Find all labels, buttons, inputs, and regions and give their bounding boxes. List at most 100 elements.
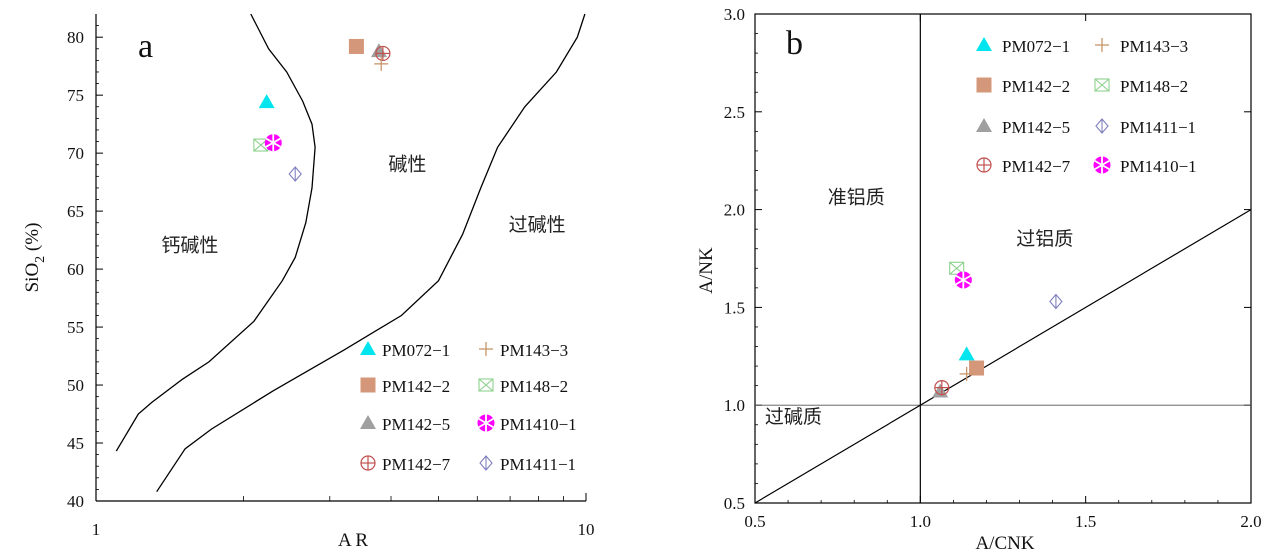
- y-axis-label-subscript: 2: [33, 256, 48, 263]
- legend-label: PM148−2: [500, 377, 568, 396]
- marker-shape: [976, 77, 992, 93]
- legend-marker-pm1410-1: [477, 414, 495, 432]
- marker-shape: [976, 118, 992, 132]
- data-point-pm1411-1: [1049, 293, 1063, 310]
- legend-label: PM1411−1: [1120, 118, 1196, 137]
- x-tick-label: 10: [578, 520, 595, 539]
- data-point-pm1411-1: [288, 166, 302, 182]
- y-tick-label: 2.0: [724, 201, 745, 220]
- legend-label: PM143−3: [500, 341, 568, 360]
- region-label: 过铝质: [1016, 228, 1073, 250]
- marker-shape: [976, 37, 992, 51]
- legend-marker-pm148-2: [478, 378, 494, 392]
- chart-panel-b: 0.5 1.0 1.5 2.0 2.5 3.0 0.5 1.0 1.5 2.0 A/CNK A/NK b…: [696, 5, 1262, 552]
- marker-shape: [478, 378, 494, 392]
- legend-marker-pm072-1: [976, 37, 992, 51]
- legend-marker-pm1411-1: [479, 455, 493, 471]
- legend-label: PM143−3: [1120, 37, 1188, 56]
- y-tick-label: 55: [67, 318, 84, 337]
- boundary-curve-1: [115, 13, 316, 452]
- marker-shape: [484, 421, 488, 425]
- data-point-pm143-3: [374, 56, 389, 71]
- legend-label: PM072−1: [382, 341, 450, 360]
- marker-shape: [969, 360, 985, 376]
- y-axis-label-unit: (%): [22, 223, 43, 256]
- x-tick-label: 1.0: [910, 512, 931, 531]
- y-tick-label: 50: [67, 376, 84, 395]
- boundary-line-segment: [754, 209, 1252, 504]
- y-axis-label: SiO2 (%): [22, 223, 48, 293]
- data-point-pm142-7: [375, 45, 391, 62]
- legend-label: PM142−7: [382, 455, 451, 474]
- x-tick-label: 1.5: [1075, 512, 1096, 531]
- y-tick-label: 45: [67, 434, 84, 453]
- region-label: 准铝质: [828, 187, 885, 209]
- data-point-pm1410-1: [954, 271, 972, 289]
- legend-label: PM142−2: [382, 377, 450, 396]
- marker-shape: [258, 94, 275, 109]
- legend-label: PM1410−1: [1120, 157, 1197, 176]
- x-tick-label: 1: [92, 520, 101, 539]
- y-tick-label: 1.0: [724, 396, 745, 415]
- y-tick-label: 0.5: [724, 494, 745, 513]
- region-label: 钙碱性: [161, 235, 218, 257]
- marker-shape: [478, 378, 494, 392]
- x-tick-label: 0.5: [744, 512, 765, 531]
- marker-shape: [1094, 78, 1110, 92]
- y-tick-label: 70: [67, 144, 84, 163]
- legend-label: PM1411−1: [500, 455, 576, 474]
- legend-marker-pm072-1: [360, 341, 376, 355]
- plot-frame: [754, 13, 1252, 504]
- y-tick-label: 75: [67, 86, 84, 105]
- boundary-curve-2: [156, 13, 586, 493]
- marker-shape: [1094, 78, 1110, 92]
- y-tick-label: 80: [67, 28, 84, 47]
- data-point-pm143-3: [959, 366, 974, 381]
- legend-marker-pm1411-1: [1095, 118, 1109, 134]
- legend-marker-pm142-2: [976, 77, 992, 93]
- y-tick-label: 1.5: [724, 298, 745, 317]
- x-axis-label: A/CNK: [975, 533, 1034, 552]
- y-tick-label: 40: [67, 492, 84, 511]
- legend-marker-pm142-7: [360, 455, 376, 471]
- panel-label: b: [786, 25, 803, 62]
- legend-marker-pm143-3: [1095, 38, 1109, 52]
- marker-shape: [1100, 163, 1104, 167]
- legend: PM072−1 PM143−3 PM142−2 PM148−2 PM142−5 PM141…: [360, 341, 577, 474]
- legend-label: PM142−5: [382, 415, 450, 434]
- y-axis-label: A/NK: [696, 247, 717, 294]
- region-label: 过碱性: [509, 214, 566, 236]
- y-tick-label: 2.5: [724, 103, 745, 122]
- y-tick-label: 60: [67, 260, 84, 279]
- legend-label: PM148−2: [1120, 77, 1188, 96]
- legend-label: PM1410−1: [500, 415, 577, 434]
- data-point-pm142-5: [370, 43, 387, 58]
- y-tick-label: 65: [67, 202, 84, 221]
- legend-marker-pm142-5: [976, 118, 992, 132]
- legend-label: PM142−7: [1002, 157, 1071, 176]
- marker-shape: [949, 261, 965, 275]
- marker-shape: [348, 38, 364, 54]
- legend-label: PM072−1: [1002, 37, 1070, 56]
- marker-shape: [360, 341, 376, 355]
- region-label: 碱性: [388, 154, 426, 176]
- marker-shape: [961, 278, 966, 282]
- x-axis-label: A R: [338, 530, 368, 551]
- y-axis-label-main: SiO: [22, 263, 43, 293]
- marker-shape: [958, 346, 975, 361]
- legend-marker-pm142-7: [976, 157, 992, 173]
- legend-marker-pm142-5: [360, 415, 376, 429]
- legend-marker-pm148-2: [1094, 78, 1110, 92]
- marker-shape: [370, 43, 387, 58]
- data-point-pm142-2: [348, 38, 364, 54]
- marker-shape: [271, 140, 276, 145]
- legend-marker-pm142-2: [360, 377, 376, 393]
- legend-marker-pm1410-1: [1093, 156, 1111, 174]
- legend-marker-pm143-3: [479, 342, 493, 356]
- legend-label: PM142−2: [1002, 77, 1070, 96]
- panel-label: a: [138, 28, 153, 65]
- region-label: 过碱质: [765, 406, 822, 428]
- data-point-pm142-7: [934, 379, 950, 396]
- marker-shape: [360, 415, 376, 429]
